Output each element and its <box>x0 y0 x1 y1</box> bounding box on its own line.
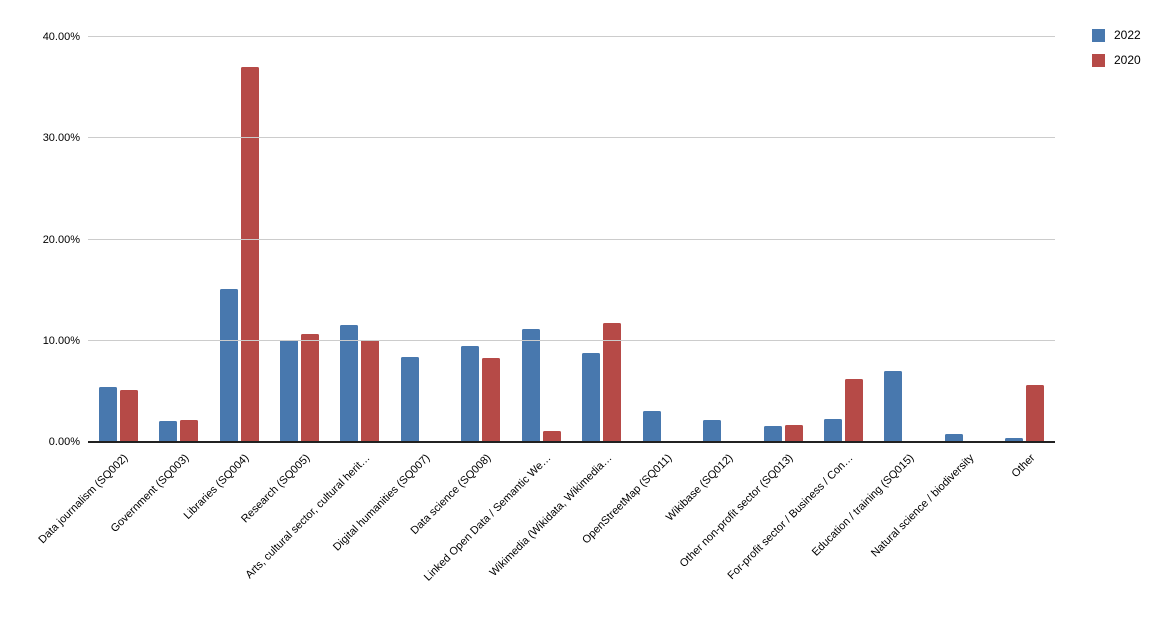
bar-group <box>148 37 208 442</box>
bar-2020 <box>361 339 380 442</box>
bar-2022 <box>703 419 722 442</box>
bar-group <box>813 37 873 442</box>
bar-2022 <box>642 410 661 442</box>
legend-item: 2022 <box>1092 29 1141 42</box>
bar-2020 <box>180 419 199 442</box>
legend: 2022 2020 <box>1092 29 1141 67</box>
bar-group <box>451 37 511 442</box>
x-axis-line <box>88 441 1055 443</box>
bar-group <box>330 37 390 442</box>
x-category-label: Government (SQ003) <box>108 452 192 535</box>
legend-label: 2022 <box>1114 28 1141 42</box>
bar-2020 <box>542 430 561 442</box>
y-axis: 0.00% 10.00% 20.00% 30.00% 40.00% <box>0 0 80 617</box>
bar-2022 <box>159 420 178 442</box>
bar-2022 <box>219 289 238 442</box>
bar-2022 <box>582 352 601 442</box>
x-category-label: Education / training (SQ015) <box>809 452 917 559</box>
bar-group <box>572 37 632 442</box>
bar-2022 <box>461 345 480 442</box>
bar-2022 <box>944 433 963 442</box>
bar-group <box>753 37 813 442</box>
plot-area <box>88 36 1055 442</box>
x-category-label: For-profit sector / Business / Con… <box>726 452 856 582</box>
bar-group <box>934 37 994 442</box>
bar-2020 <box>119 390 138 442</box>
gridline <box>88 137 1055 139</box>
x-category-label: Arts, cultural sector, cultural herit… <box>243 452 373 582</box>
bar-groups <box>88 37 1055 442</box>
bar-group <box>88 37 148 442</box>
bar-2022 <box>280 339 299 442</box>
gridline <box>88 339 1055 341</box>
bar-group <box>269 37 329 442</box>
bar-group <box>632 37 692 442</box>
bar-2022 <box>763 425 782 442</box>
legend-swatch-icon <box>1092 29 1105 42</box>
gridline <box>88 238 1055 240</box>
y-tick-label: 10.00% <box>42 334 80 347</box>
x-category-label: Libraries (SQ004) <box>181 452 252 522</box>
bar-2020 <box>301 333 320 442</box>
bar-group <box>692 37 752 442</box>
y-tick-label: 40.00% <box>42 31 80 43</box>
legend-item: 2020 <box>1092 54 1141 67</box>
bar-group <box>209 37 269 442</box>
y-tick-label: 30.00% <box>42 132 80 145</box>
bar-2020 <box>784 424 803 442</box>
x-category-label: Research (SQ005) <box>238 452 313 526</box>
bar-group <box>874 37 934 442</box>
x-category-label: Linked Open Data / Semantic We… <box>422 452 554 584</box>
bar-2022 <box>98 387 117 442</box>
bar-2022 <box>884 371 903 442</box>
bar-2022 <box>340 324 359 442</box>
bar-2022 <box>823 418 842 442</box>
bar-2020 <box>240 67 259 442</box>
y-tick-label: 20.00% <box>42 233 80 246</box>
legend-swatch-icon <box>1092 54 1105 67</box>
legend-label: 2020 <box>1114 53 1141 67</box>
bar-2022 <box>1005 437 1024 442</box>
bar-group <box>511 37 571 442</box>
bar-2022 <box>521 328 540 442</box>
bar-2022 <box>400 356 419 442</box>
bar-2020 <box>482 357 501 442</box>
x-category-label: OpenStreetMap (SQ011) <box>580 452 675 547</box>
x-category-label: Other <box>1009 452 1038 480</box>
x-category-label: Other non-profit sector (SQ013) <box>677 452 796 570</box>
gridline <box>88 36 1055 37</box>
x-category-label: Wikimedia (Wikidata, Wikimedia… <box>487 452 615 579</box>
y-tick-label: 0.00% <box>48 436 80 448</box>
bar-group <box>995 37 1055 442</box>
bar-2020 <box>1026 385 1045 442</box>
x-category-label: Digital humanities (SQ007) <box>331 452 433 554</box>
x-category-label: Natural science / biodiversity <box>869 452 977 560</box>
x-category-label: Data science (SQ008) <box>408 452 494 538</box>
bar-2020 <box>844 379 863 442</box>
bar-group <box>390 37 450 442</box>
bar-2020 <box>603 322 622 442</box>
x-category-label: Wikibase (SQ012) <box>663 452 736 524</box>
